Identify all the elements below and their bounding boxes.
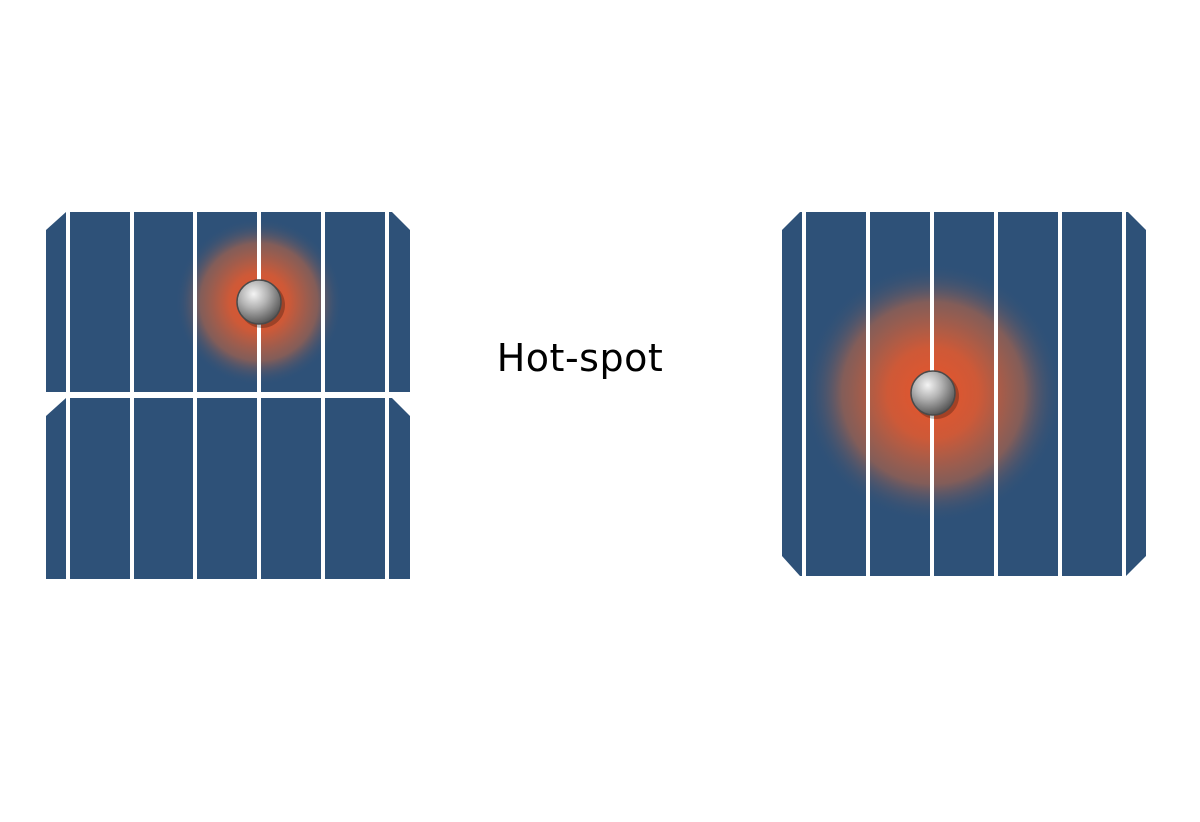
right-cell: [782, 212, 1146, 576]
left-hotspot-ball: [236, 279, 285, 328]
right-hotspot-ball: [910, 370, 959, 419]
hot-spot-label: Hot-spot: [496, 336, 664, 380]
left-cell-bottom-body: [46, 398, 410, 579]
left-bottom-finger-lines: [66, 398, 389, 579]
left-cell-bottom-piece: [46, 398, 410, 579]
left-cell-top-piece: [46, 212, 410, 392]
